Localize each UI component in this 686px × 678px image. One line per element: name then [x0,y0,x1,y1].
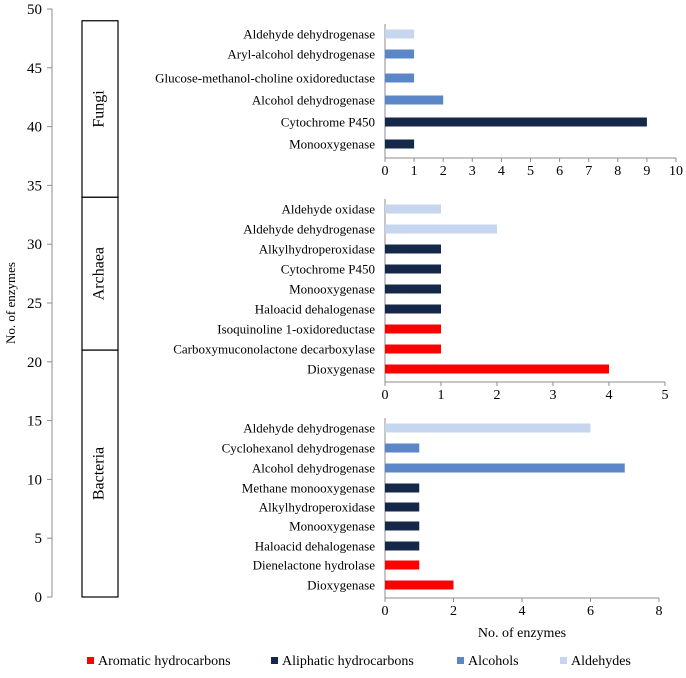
legend-label-alcohols: Alcohols [468,654,519,669]
fungi-bar-alcohol-dehydrogenase [385,95,444,105]
bacteria-bar-cyclohexanol-dehydrogenase [385,443,420,453]
bacteria-category-label: Methane monooxygenase [242,481,375,496]
bacteria-bar-dioxygenase [385,580,454,590]
group-label-archaea: Archaea [91,247,108,300]
y-tick-label: 25 [27,296,42,312]
fungi-category-label: Aldehyde dehydrogenase [243,27,375,42]
archaea-category-label: Monooxygenase [289,282,375,297]
bacteria-bar-methane-monooxygenase [385,483,420,493]
fungi-bar-aryl-alcohol-dehydrogenase [385,49,415,59]
bacteria-category-label: Monooxygenase [289,519,375,534]
archaea-x-tick-label: 1 [438,388,445,403]
archaea-bar-aldehyde-dehydrogenase [385,224,497,234]
archaea-x-tick-label: 2 [494,388,501,403]
legend-label-aldehydes: Aldehydes [571,654,631,669]
archaea-category-label: Aldehyde dehydrogenase [243,222,375,237]
archaea-bar-alkylhydroperoxidase [385,244,441,254]
group-label-fungi: Fungi [91,90,108,128]
archaea-bar-monooxygenase [385,284,441,294]
fungi-x-tick-label: 0 [382,164,389,179]
bacteria-bar-alcohol-dehydrogenase [385,463,625,473]
archaea-bar-carboxymuconolactone-decarboxylase [385,344,441,354]
fungi-category-label: Glucose-methanol-choline oxidoreductase [155,71,375,86]
archaea-category-label: Dioxygenase [307,362,375,377]
archaea-bar-aldehyde-oxidase [385,204,441,214]
archaea-bar-isoquinoline-1-oxidoreductase [385,324,441,334]
bacteria-bar-aldehyde-dehydrogenase [385,423,591,433]
fungi-x-tick-label: 7 [585,164,592,179]
fungi-category-label: Alcohol dehydrogenase [252,93,375,108]
bacteria-x-tick-label: 8 [656,604,663,619]
legend-label-aromatic-hydrocarbons: Aromatic hydrocarbons [98,654,231,669]
fungi-category-label: Monooxygenase [289,137,375,152]
fungi-bar-glucose-methanol-choline-oxidoreductase [385,73,415,83]
archaea-x-tick-label: 3 [550,388,557,403]
fungi-bar-cytochrome-p450 [385,117,647,127]
archaea-x-tick-label: 4 [606,388,613,403]
bacteria-x-axis-title: No. of enzymes [478,626,566,641]
fungi-x-tick-label: 10 [669,164,683,179]
fungi-x-tick-label: 9 [643,164,650,179]
legend-swatch-aliphatic-hydrocarbons [271,657,278,664]
bacteria-category-label: Alcohol dehydrogenase [252,461,375,476]
legend-swatch-alcohols [457,657,464,664]
archaea-category-label: Carboxymuconolactone decarboxylase [173,342,375,357]
y-tick-label: 45 [27,61,42,77]
fungi-category-label: Cytochrome P450 [281,115,375,130]
fungi-x-tick-label: 3 [469,164,476,179]
fungi-x-tick-label: 8 [614,164,621,179]
group-label-bacteria: Bacteria [91,447,108,500]
archaea-bar-haloacid-dehalogenase [385,304,441,314]
fungi-x-tick-label: 1 [411,164,418,179]
y-tick-label: 15 [27,414,42,430]
y-tick-label: 10 [27,472,42,488]
archaea-category-label: Haloacid dehalogenase [255,302,375,317]
archaea-bar-dioxygenase [385,364,609,374]
bacteria-category-label: Alkylhydroperoxidase [259,500,375,515]
y-tick-label: 5 [35,531,43,547]
bacteria-x-tick-label: 0 [382,604,389,619]
y-tick-label: 35 [27,178,42,194]
y-axis-title: No. of enzymes [3,262,18,344]
fungi-x-tick-label: 5 [527,164,534,179]
y-tick-label: 50 [27,2,42,18]
fungi-x-tick-label: 6 [556,164,563,179]
bacteria-bar-alkylhydroperoxidase [385,502,420,512]
group-box-bacteria [81,349,119,598]
bacteria-bar-monooxygenase [385,521,420,531]
archaea-x-tick-label: 0 [382,388,389,403]
bacteria-category-label: Cyclohexanol dehydrogenase [222,441,376,456]
bacteria-category-label: Dienelactone hydrolase [253,558,376,573]
bacteria-x-tick-label: 6 [587,604,594,619]
legend-swatch-aromatic-hydrocarbons [87,657,94,664]
bacteria-category-label: Aldehyde dehydrogenase [243,421,375,436]
archaea-bar-cytochrome-p450 [385,264,441,274]
fungi-bar-monooxygenase [385,139,415,149]
bacteria-category-label: Dioxygenase [307,578,375,593]
bacteria-x-tick-label: 2 [450,604,457,619]
y-tick-label: 40 [27,120,42,136]
legend-swatch-aldehydes [560,657,567,664]
archaea-category-label: Aldehyde oxidase [281,202,375,217]
archaea-category-label: Isoquinoline 1-oxidoreductase [217,322,375,337]
bacteria-bar-dienelactone-hydrolase [385,560,420,570]
y-tick-label: 30 [27,237,42,253]
y-tick-label: 0 [35,590,43,606]
bacteria-category-label: Haloacid dehalogenase [255,539,375,554]
bacteria-bar-haloacid-dehalogenase [385,541,420,551]
archaea-category-label: Alkylhydroperoxidase [259,242,375,257]
fungi-x-tick-label: 2 [440,164,447,179]
y-tick-label: 20 [27,355,42,371]
fungi-category-label: Aryl-alcohol dehydrogenase [227,47,375,62]
bacteria-x-tick-label: 4 [519,604,526,619]
fungi-x-tick-label: 4 [498,164,505,179]
group-box-fungi [81,20,119,198]
archaea-x-tick-label: 5 [662,388,669,403]
archaea-category-label: Cytochrome P450 [281,262,375,277]
fungi-bar-aldehyde-dehydrogenase [385,29,415,39]
legend-label-aliphatic-hydrocarbons: Aliphatic hydrocarbons [282,654,414,669]
